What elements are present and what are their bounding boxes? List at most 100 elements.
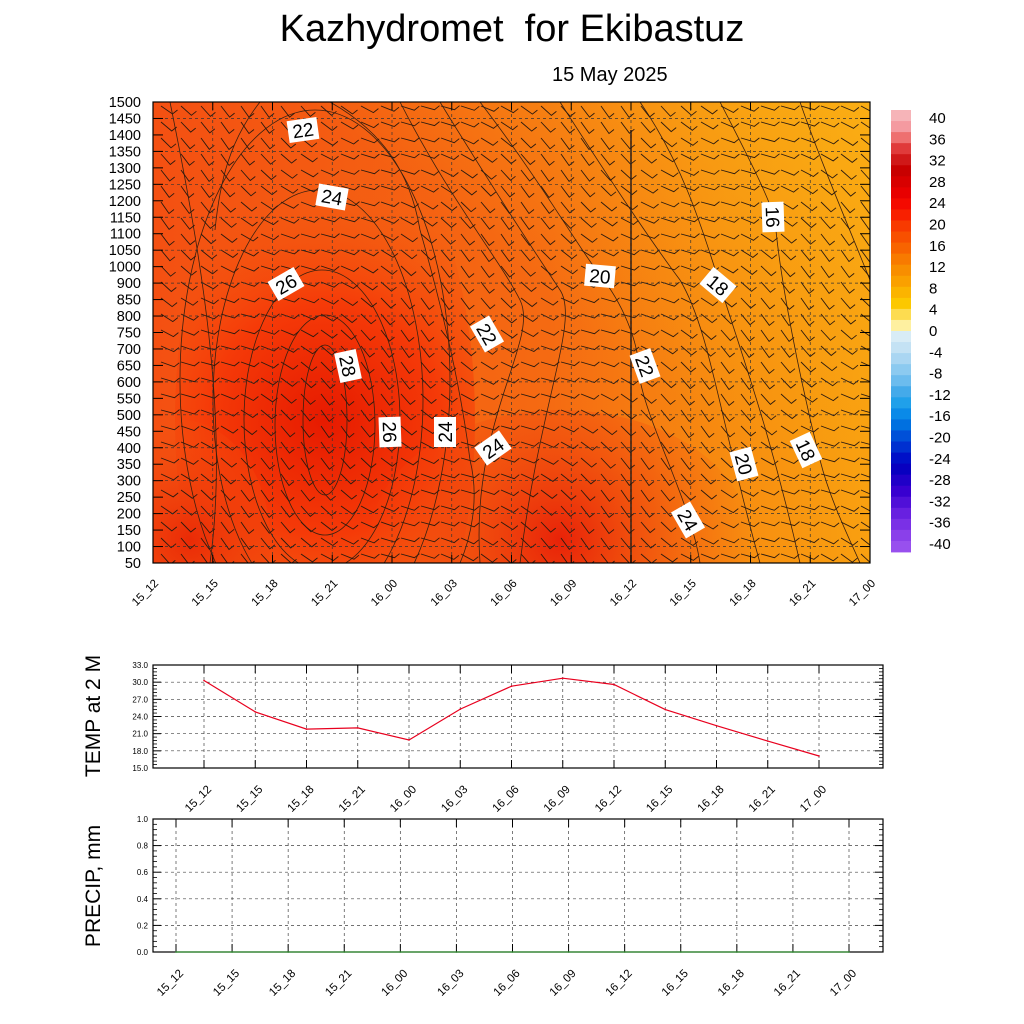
colorbar-swatch <box>891 165 911 177</box>
wind-barb <box>640 249 660 255</box>
wind-barb <box>620 153 636 165</box>
wind-barb <box>520 505 538 515</box>
contour-label: 22 <box>286 117 320 143</box>
contour-line <box>479 102 701 563</box>
wind-barb <box>740 489 759 497</box>
wind-barb <box>500 457 520 463</box>
colorbar-swatch <box>891 121 911 133</box>
wind-barb <box>760 457 779 466</box>
wind-barb <box>240 553 255 563</box>
wind-barb <box>280 409 297 421</box>
wind-barb <box>500 169 516 181</box>
wind-barb <box>560 153 575 167</box>
wind-barb <box>840 505 860 512</box>
wind-barb <box>260 425 277 437</box>
wind-barb <box>780 105 800 111</box>
colorbar-swatch <box>891 209 911 221</box>
wind-barb <box>640 553 657 563</box>
wind-barb <box>640 425 656 438</box>
wind-barb <box>700 169 720 175</box>
colorbar-swatch <box>891 364 911 376</box>
wind-barb <box>220 217 237 228</box>
data-point <box>664 708 667 711</box>
x-tick-label: 16_15 <box>644 784 675 815</box>
data-point <box>203 679 205 682</box>
wind-barb <box>860 201 870 214</box>
wind-barb <box>200 233 217 245</box>
wind-barb <box>260 441 276 454</box>
wind-barb <box>340 297 359 307</box>
wind-barb <box>580 169 595 182</box>
wind-barb <box>300 473 315 486</box>
data-point <box>511 951 514 953</box>
colorbar-swatch <box>891 297 911 310</box>
wind-barb <box>740 553 760 559</box>
wind-barb <box>780 185 799 193</box>
wind-barb <box>380 457 398 467</box>
wind-barb <box>660 121 677 133</box>
wind-barb <box>800 393 818 403</box>
wind-barb <box>740 265 758 275</box>
colorbar-swatch <box>891 331 911 343</box>
wind-barb <box>240 313 260 319</box>
wind-barb <box>320 265 340 271</box>
wind-barb <box>800 537 820 544</box>
wind-barb <box>400 329 415 343</box>
wind-barb <box>740 137 760 143</box>
wind-barb <box>700 233 720 239</box>
colorbar-label: 32 <box>929 153 946 170</box>
colorbar-label: 8 <box>929 280 937 297</box>
wind-barb <box>400 121 420 127</box>
wind-barb <box>520 121 537 132</box>
wind-barb <box>280 345 299 353</box>
wind-barb <box>160 361 180 368</box>
wind-barb <box>500 345 519 354</box>
colorbar-swatch <box>891 220 911 232</box>
y-tick-label: 1150 <box>110 210 141 226</box>
wind-barb <box>400 105 420 111</box>
wind-barb <box>560 425 580 433</box>
wind-barb <box>540 521 556 533</box>
wind-barb <box>800 201 818 212</box>
wind-barb <box>320 137 339 146</box>
wind-barb <box>380 137 400 143</box>
wind-barb <box>360 153 380 159</box>
wind-barb <box>720 105 739 114</box>
plot-frame <box>152 664 884 769</box>
wind-barb <box>820 537 839 545</box>
wind-barb <box>220 265 239 273</box>
data-point <box>305 728 308 730</box>
wind-barb <box>500 377 520 384</box>
data-point <box>287 951 290 953</box>
contour-label-box <box>789 431 823 469</box>
data-point <box>408 739 410 741</box>
wind-barb <box>460 313 476 326</box>
field-hot-surface <box>370 410 750 563</box>
wind-barb <box>740 201 760 208</box>
colorbar-label: -32 <box>929 493 951 510</box>
wind-barb <box>760 297 776 310</box>
wind-barb <box>320 457 335 470</box>
wind-barb <box>260 345 280 352</box>
wind-barb <box>820 361 838 372</box>
wind-barb <box>320 505 337 516</box>
contour-label-box <box>474 430 512 466</box>
wind-barb <box>280 393 297 404</box>
y-tick-label: 0.0 <box>137 948 149 957</box>
colorbar-label: -4 <box>929 344 942 361</box>
wind-barb <box>740 345 755 359</box>
wind-barb <box>480 249 495 263</box>
wind-barb <box>700 441 715 454</box>
wind-barb <box>320 121 338 131</box>
x-tick-label: 16_15 <box>668 578 699 609</box>
wind-barb <box>680 281 700 288</box>
wind-barb <box>360 297 378 308</box>
wind-barb <box>800 505 820 511</box>
x-tick-label: 16_06 <box>492 968 523 999</box>
wind-barb <box>200 121 216 134</box>
wind-barb <box>720 521 740 529</box>
wind-barb <box>300 345 318 355</box>
wind-barb <box>540 441 560 448</box>
wind-barb <box>720 121 740 129</box>
